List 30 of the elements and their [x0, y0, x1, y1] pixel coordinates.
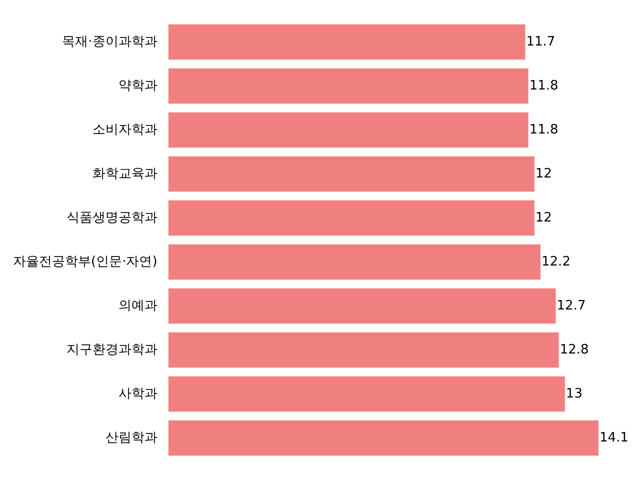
data-label: 11.7	[526, 34, 556, 50]
bar	[168, 156, 534, 192]
y-tick-label: 사학과	[118, 386, 158, 402]
data-label: 11.8	[529, 122, 558, 138]
data-label: 14.1	[599, 430, 628, 446]
data-label: 12.7	[556, 298, 586, 314]
bar	[168, 68, 528, 104]
data-label: 13	[566, 386, 582, 402]
bar	[168, 112, 528, 148]
y-tick-label: 산림학과	[105, 430, 158, 446]
y-tick-label: 의예과	[118, 298, 158, 314]
y-tick-label: 지구환경과학과	[66, 342, 158, 358]
data-label: 12.2	[542, 254, 570, 270]
data-label: 12.8	[560, 342, 589, 358]
y-tick-label: 자율전공학부(인문·자연)	[12, 254, 158, 270]
bar	[168, 24, 526, 60]
bar	[168, 200, 534, 236]
y-tick-label: 식품생명공학과	[66, 210, 158, 226]
y-tick-label: 소비자학과	[92, 122, 158, 138]
y-tick-label: 약학과	[118, 78, 158, 94]
y-tick-label: 목재·종이과학과	[62, 34, 158, 50]
data-label: 12	[535, 210, 552, 226]
bar	[168, 244, 541, 280]
data-label: 11.8	[529, 78, 558, 94]
bar	[168, 332, 559, 368]
bar	[168, 288, 556, 324]
bar	[168, 420, 598, 456]
data-label: 12	[535, 166, 552, 182]
bar	[168, 376, 565, 412]
y-tick-label: 화학교육과	[92, 166, 158, 182]
